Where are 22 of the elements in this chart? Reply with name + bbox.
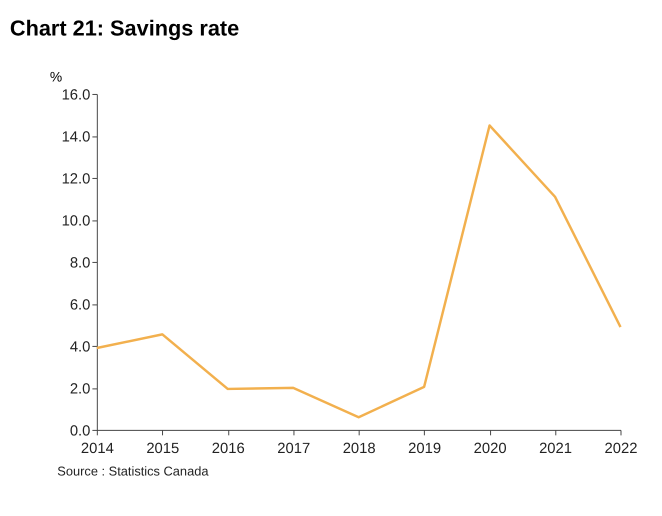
y-tick-label: 8.0: [70, 255, 90, 272]
x-tick-label: 2022: [604, 441, 638, 458]
x-tick-label: 2021: [539, 441, 572, 458]
y-axis-title: %: [50, 68, 62, 85]
y-tick-label: 0.0: [70, 423, 90, 440]
x-tick-label: 2014: [80, 441, 114, 458]
line-series: [96, 124, 622, 419]
y-tick-label: 10.0: [62, 213, 90, 230]
x-tick-label: 2019: [408, 441, 442, 458]
x-tick-label: 2016: [212, 441, 245, 458]
x-tick-label: 2020: [474, 441, 507, 458]
y-tick-label: 6.0: [70, 297, 90, 314]
x-tick-label: 2018: [342, 441, 376, 458]
source-note: Source : Statistics Canada: [57, 463, 210, 478]
y-tick-label: 14.0: [62, 129, 90, 146]
y-tick-label: 16.0: [62, 87, 90, 104]
x-tick-label: 2017: [277, 441, 310, 458]
y-tick-label: 2.0: [70, 381, 90, 398]
y-tick-label: 12.0: [62, 171, 90, 188]
chart-title: Chart 21: Savings rate: [10, 16, 240, 41]
y-tick-label: 4.0: [70, 339, 90, 356]
x-tick-label: 2015: [146, 441, 180, 458]
